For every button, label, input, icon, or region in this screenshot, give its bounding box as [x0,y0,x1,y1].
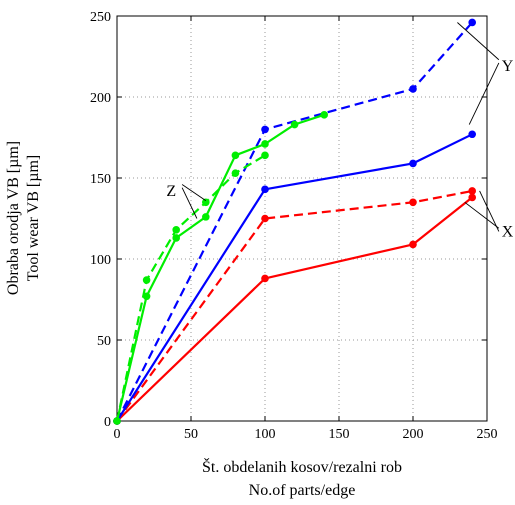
data-point [261,126,269,134]
data-point [261,275,269,283]
annotation-pointer [182,184,206,200]
series-line-2 [117,134,472,421]
x-tick-label: 250 [477,427,498,442]
data-point [113,417,121,425]
series-line-1 [117,191,472,421]
data-point [409,85,417,93]
data-point [202,199,210,207]
x-tick-label: 0 [114,427,121,442]
annotation-y: Y [502,58,514,75]
x-tick-label: 150 [329,427,350,442]
data-point [172,226,180,234]
data-point [232,152,240,160]
data-point [232,169,240,177]
y-tick-label: 250 [90,10,111,25]
data-point [468,194,476,202]
data-point [202,213,210,221]
x-tick-label: 100 [255,427,276,442]
data-point [409,199,417,207]
data-point [261,140,269,148]
y-tick-label: 0 [104,415,111,430]
data-point [468,187,476,195]
y-tick-label: 150 [90,172,111,187]
data-point [291,121,299,129]
annotation-pointer [457,22,498,59]
annotation-x: X [502,223,514,240]
data-point [320,111,328,119]
series-group [113,19,476,425]
x-tick-label: 200 [403,427,424,442]
data-point [261,152,269,160]
x-axis-label-line-1: Št. obdelanih kosov/rezalni rob [202,457,402,476]
data-point [409,241,417,249]
y-tick-label: 50 [97,334,111,349]
grid [117,16,487,421]
y-axis-label-line-1: Obraba orodja VB [µm] [5,141,22,295]
x-tick-label: 50 [184,427,198,442]
x-axis-label-line-2: No.of parts/edge [249,482,356,499]
series-line-4 [117,115,324,421]
series-line-0 [117,197,472,421]
data-point [261,186,269,194]
data-point [409,160,417,168]
series-line-3 [117,23,472,422]
annotation-pointer [465,202,499,228]
data-point [468,19,476,27]
data-point [261,215,269,223]
annotation-pointer [480,191,499,232]
annotation-z: Z [166,183,176,200]
y-tick-label: 200 [90,91,111,106]
y-axis-label-line-2: Tool wear VB [µm] [25,155,42,281]
data-point [143,276,151,284]
y-tick-label: 100 [90,253,111,268]
data-point [468,130,476,138]
annotations: Z Y X [166,22,513,240]
plot-frame [117,16,487,421]
annotation-pointer [469,63,499,125]
annotation-pointer [182,188,197,219]
